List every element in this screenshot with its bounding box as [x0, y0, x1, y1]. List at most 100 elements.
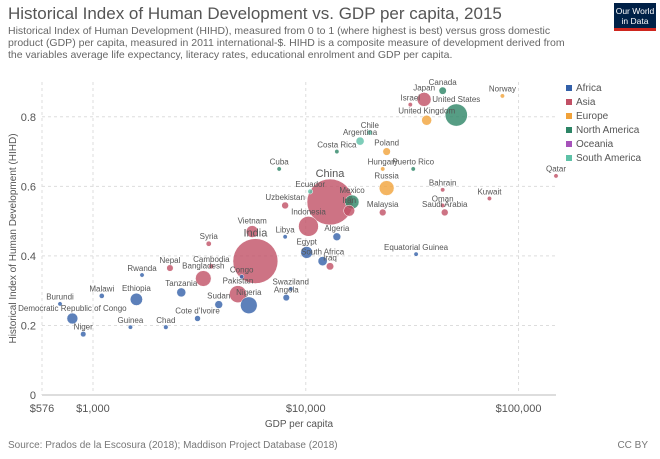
point-label: Saudi Arabia — [422, 200, 468, 209]
legend-entry[interactable]: Europe — [576, 111, 609, 122]
data-point[interactable] — [276, 166, 282, 172]
data-point[interactable] — [366, 129, 373, 136]
data-point[interactable] — [281, 201, 289, 210]
point-label: Israel — [401, 93, 421, 102]
data-point[interactable] — [379, 208, 387, 217]
data-point[interactable] — [441, 208, 449, 217]
legend-entry[interactable]: Africa — [576, 83, 602, 94]
legend-swatch — [566, 85, 572, 91]
data-point[interactable] — [486, 196, 492, 201]
data-point[interactable] — [232, 238, 279, 284]
data-point[interactable] — [288, 286, 294, 292]
point-label: Ecuador — [295, 180, 325, 189]
data-point[interactable] — [129, 292, 143, 306]
data-point[interactable] — [380, 166, 386, 172]
point-label: Nigeria — [236, 288, 262, 297]
logo-line2: in Data — [621, 16, 649, 26]
point-label: Nepal — [159, 256, 180, 265]
y-tick-label: 0.2 — [21, 320, 36, 332]
legend-swatch — [566, 155, 572, 161]
point-label: Vietnam — [238, 217, 268, 226]
data-point[interactable] — [410, 166, 416, 172]
data-point[interactable] — [438, 86, 447, 95]
data-point[interactable] — [440, 187, 446, 193]
data-point[interactable] — [195, 270, 212, 287]
data-point[interactable] — [298, 216, 319, 237]
point-label: Syria — [200, 232, 219, 241]
data-point[interactable] — [440, 203, 446, 208]
data-point[interactable] — [499, 93, 505, 99]
data-point[interactable] — [317, 256, 328, 266]
data-point[interactable] — [194, 315, 201, 322]
point-label: Argentina — [343, 128, 378, 137]
y-tick-label: 0.8 — [21, 112, 36, 124]
point-label: Sudan — [207, 292, 230, 301]
data-point[interactable] — [239, 274, 245, 280]
data-point[interactable] — [332, 232, 342, 241]
owid-logo[interactable]: Our World in Data — [614, 3, 656, 31]
data-point[interactable] — [421, 115, 432, 126]
data-point[interactable] — [343, 204, 355, 217]
point-label: Ethiopia — [122, 284, 151, 293]
data-point[interactable] — [66, 312, 79, 325]
point-label: Congo — [230, 266, 254, 275]
data-point[interactable] — [300, 246, 313, 259]
point-label: Iran — [342, 196, 356, 205]
point-label: Oman — [432, 194, 454, 203]
legend-swatch — [566, 141, 572, 147]
data-point[interactable] — [553, 173, 559, 179]
legend-swatch — [566, 127, 572, 133]
point-label: Canada — [429, 78, 458, 87]
y-tick-label: 0 — [30, 390, 36, 402]
legend-entry[interactable]: Asia — [576, 97, 596, 108]
data-point[interactable] — [214, 300, 223, 309]
x-tick-label: $10,000 — [286, 403, 326, 415]
data-point[interactable] — [407, 102, 413, 108]
data-point[interactable] — [334, 149, 340, 155]
x-axis-title: GDP per capita — [265, 419, 334, 430]
data-point[interactable] — [80, 331, 87, 338]
legend-entry[interactable]: South America — [576, 153, 641, 164]
data-point[interactable] — [416, 92, 432, 107]
point-label: United States — [432, 95, 480, 104]
point-label: Indonesia — [291, 207, 326, 216]
data-point[interactable] — [139, 272, 145, 278]
legend-entry[interactable]: Oceania — [576, 139, 614, 150]
legend-entry[interactable]: North America — [576, 125, 640, 136]
data-point[interactable] — [208, 263, 215, 270]
point-label: Iraq — [323, 254, 337, 263]
data-point[interactable] — [282, 294, 290, 302]
data-point[interactable] — [307, 188, 313, 195]
data-points — [57, 86, 559, 338]
data-point[interactable] — [245, 225, 259, 238]
data-point[interactable] — [229, 285, 247, 303]
data-point[interactable] — [176, 287, 187, 298]
license-note[interactable]: CC BY — [617, 440, 648, 451]
data-point[interactable] — [57, 301, 63, 307]
data-point[interactable] — [378, 180, 395, 196]
data-point[interactable] — [240, 296, 258, 314]
axes: 0 0.2 0.4 0.6 0.8 $576 $1,000 $10,000 $100,000 GD… — [8, 112, 541, 430]
data-point[interactable] — [98, 293, 105, 299]
point-label: Cuba — [270, 158, 290, 167]
data-point[interactable] — [326, 262, 334, 271]
chart-subtitle: Historical Index of Human Development (H… — [8, 25, 565, 61]
data-point[interactable] — [282, 234, 288, 240]
data-point[interactable] — [205, 240, 212, 247]
data-point[interactable] — [163, 324, 169, 330]
data-point[interactable] — [355, 136, 365, 146]
legend-swatch — [566, 99, 572, 105]
point-label: Pakistan — [223, 277, 254, 286]
point-label: Uzbekistan — [265, 193, 305, 202]
y-tick-label: 0.6 — [21, 181, 36, 193]
point-label: Qatar — [546, 165, 566, 174]
data-point[interactable] — [127, 324, 133, 330]
data-point[interactable] — [382, 147, 391, 156]
data-point[interactable] — [166, 264, 174, 272]
point-label: Niger — [74, 322, 93, 331]
data-point[interactable] — [413, 251, 419, 257]
point-label: Bahrain — [429, 179, 457, 188]
data-point[interactable] — [444, 103, 468, 127]
point-label: Egypt — [296, 237, 317, 246]
